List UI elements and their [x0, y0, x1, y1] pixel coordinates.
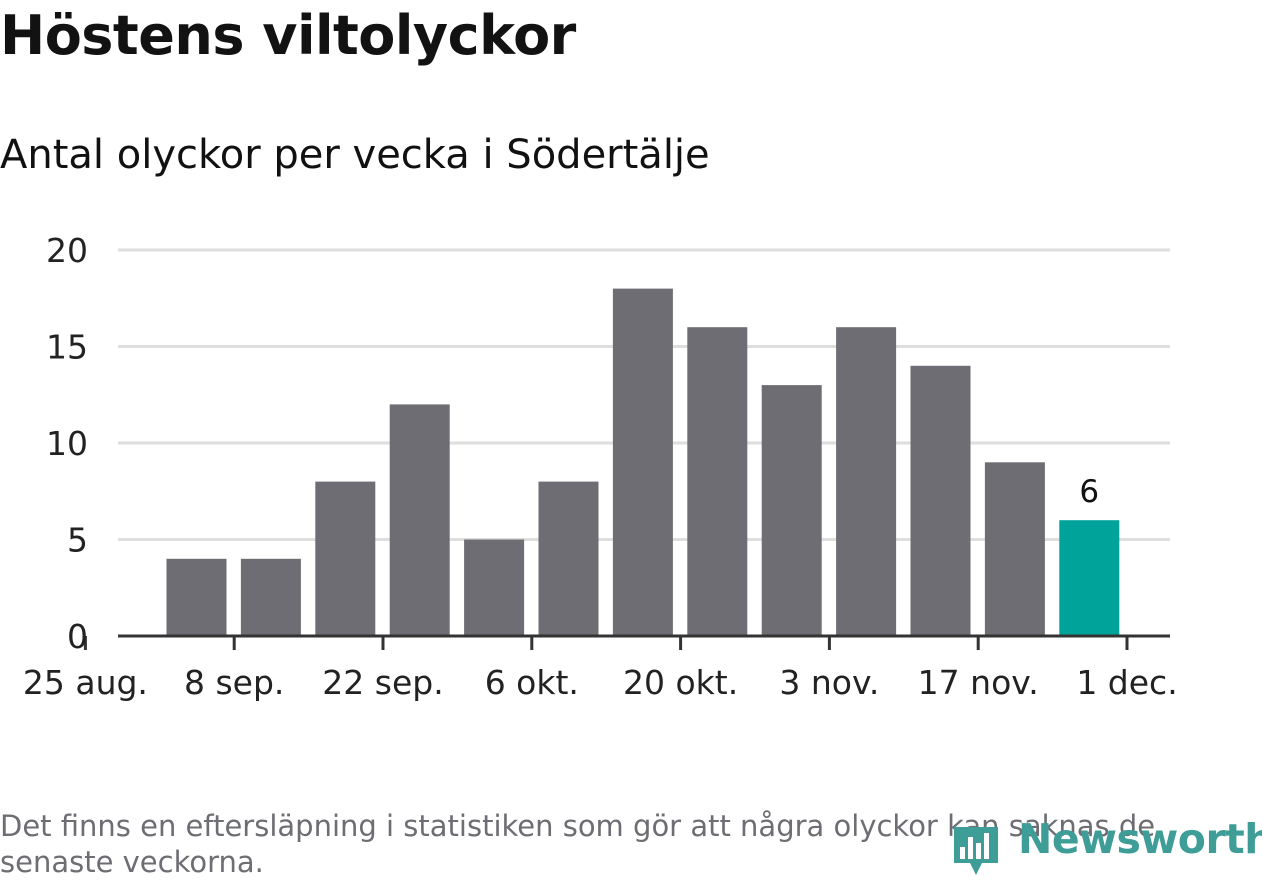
y-tick-label: 20 [46, 231, 88, 270]
bar [910, 365, 971, 636]
bars [166, 288, 1120, 636]
x-tick-label: 25 aug. [23, 663, 148, 702]
bar [1059, 520, 1120, 636]
bar-chart: 0 5 10 15 20 6 25 aug. 8 sep. 22 sep. 6 okt. 20 ok… [23, 231, 1178, 702]
bar-chart-pin-icon [954, 827, 998, 875]
labels: 0 5 10 15 20 6 25 aug. 8 sep. 22 sep. 6 okt. 20 ok… [23, 231, 1178, 702]
bar [464, 539, 525, 636]
bar [538, 481, 599, 636]
axes [83, 634, 1170, 650]
x-tick-label: 1 dec. [1076, 663, 1177, 702]
bar [761, 385, 822, 636]
bar [612, 288, 673, 636]
bar [984, 462, 1045, 636]
bar [315, 481, 376, 636]
chart-title: Höstens viltolyckor [0, 4, 576, 67]
y-tick-label: 0 [67, 617, 88, 656]
bar [836, 327, 897, 636]
x-tick-label: 3 nov. [779, 663, 879, 702]
x-tick-label: 20 okt. [623, 663, 738, 702]
x-tick-label: 8 sep. [184, 663, 284, 702]
chart-subtitle: Antal olyckor per vecka i Södertälje [0, 132, 710, 178]
y-tick-label: 15 [46, 328, 88, 367]
y-tick-label: 5 [67, 521, 88, 560]
bar [389, 404, 450, 636]
x-tick-label: 22 sep. [322, 663, 443, 702]
bar [687, 327, 748, 636]
x-tick-label: 17 nov. [918, 663, 1039, 702]
bar [166, 558, 227, 636]
y-tick-label: 10 [46, 424, 88, 463]
x-tick-label: 6 okt. [485, 663, 579, 702]
bar [240, 558, 301, 636]
logo-text: Newsworthy [1018, 815, 1262, 863]
bar-value-label: 6 [1079, 474, 1099, 510]
